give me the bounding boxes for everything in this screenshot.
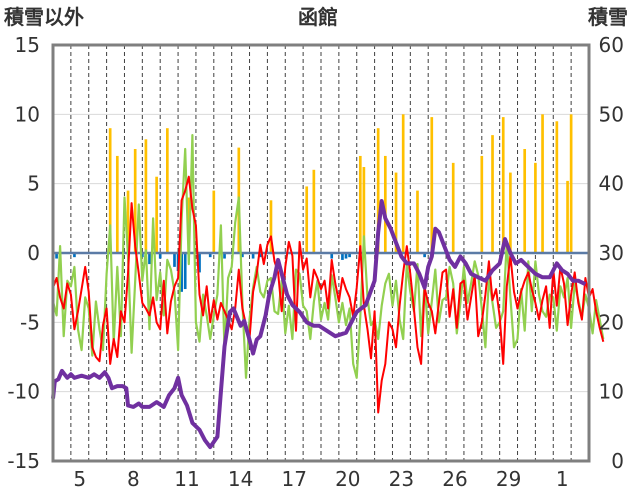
precip-bar: [555, 121, 559, 254]
x-tick-label: 17: [281, 467, 306, 491]
precip-bar: [158, 253, 162, 259]
left-tick-label: 15: [15, 33, 40, 57]
left-tick-label: 10: [15, 102, 40, 126]
left-tick-label: 5: [27, 172, 40, 196]
right-tick-label: 60: [599, 33, 624, 57]
precip-bar: [198, 253, 201, 273]
gridlines: [53, 45, 589, 461]
precip-bar: [423, 253, 426, 258]
left-tick-label: -5: [20, 310, 40, 334]
precip-bar: [55, 253, 58, 259]
precip-bar: [430, 117, 434, 254]
precip-bar: [144, 139, 148, 253]
left-axis-ticks: -15 -10 -5 0 5 10 15: [7, 33, 40, 473]
precip-bar: [208, 253, 212, 258]
right-tick-label: 0: [611, 449, 624, 473]
series-lines: [51, 134, 605, 450]
right-tick-label: 50: [599, 102, 624, 126]
precip-bar: [312, 169, 316, 253]
precip-bar: [180, 253, 183, 292]
precip-bar: [173, 253, 176, 267]
precipitation-bars: [55, 114, 591, 292]
left-tick-label: -15: [7, 449, 40, 473]
right-axis-ticks: 0 10 20 30 40 50 60: [599, 33, 624, 473]
left-tick-label: -10: [7, 380, 40, 404]
x-tick-label: 20: [335, 467, 360, 491]
precip-bar: [362, 167, 366, 253]
precip-bar: [341, 253, 344, 260]
precip-bar: [451, 162, 455, 253]
precip-bar: [330, 253, 334, 259]
x-tick-label: 8: [127, 467, 140, 491]
left-axis-title: 積雪以外: [4, 5, 84, 29]
x-tick-label: 26: [442, 467, 467, 491]
x-tick-label: 11: [174, 467, 199, 491]
right-axis-title: 積雪: [588, 5, 628, 29]
precip-bar: [480, 155, 484, 253]
precip-bar: [258, 253, 262, 258]
right-tick-label: 10: [599, 380, 624, 404]
x-tick-label: 1: [556, 467, 569, 491]
x-axis-ticks: 5 8 11 14 17 20 23 26 29 1: [73, 467, 568, 491]
series-line-snow-depth: [51, 199, 587, 450]
right-tick-label: 40: [599, 172, 624, 196]
precip-bar: [509, 172, 512, 253]
precip-bar: [401, 114, 405, 253]
precip-bar: [541, 114, 544, 253]
precip-bar: [108, 128, 112, 253]
precip-bar: [155, 176, 158, 253]
precip-bar: [344, 253, 348, 259]
precip-bar: [251, 253, 255, 259]
precip-bar: [523, 149, 527, 253]
series-line-green: [51, 134, 605, 379]
precip-bar: [416, 190, 419, 253]
precip-bar: [569, 114, 573, 253]
x-tick-label: 5: [73, 467, 86, 491]
precip-bar: [305, 186, 309, 253]
precip-bar: [140, 253, 144, 258]
precip-bar: [241, 253, 244, 258]
x-tick-label: 14: [228, 467, 253, 491]
chart-title: 函館: [298, 5, 338, 29]
x-tick-label: 29: [496, 467, 521, 491]
precip-bar: [183, 253, 187, 290]
precip-bar: [358, 155, 362, 253]
precip-bar: [348, 253, 351, 258]
left-tick-label: 0: [27, 241, 40, 265]
precip-bar: [115, 155, 119, 253]
precip-bar: [148, 253, 151, 265]
precip-bar: [376, 128, 380, 253]
right-tick-label: 20: [599, 310, 624, 334]
precip-bar: [534, 162, 537, 253]
precip-bar: [566, 180, 569, 253]
precip-bar: [133, 149, 137, 253]
x-tick-label: 23: [389, 467, 414, 491]
series-line-red: [52, 175, 605, 414]
plot-frame: [51, 43, 591, 463]
precip-bar: [383, 155, 387, 253]
precip-bar: [223, 253, 226, 259]
precip-bar: [212, 190, 216, 253]
precip-bar: [126, 190, 130, 253]
precip-bar: [166, 128, 169, 253]
precip-bar: [491, 135, 494, 253]
precip-bar: [73, 253, 76, 258]
right-tick-label: 30: [599, 241, 624, 265]
precip-bar: [394, 172, 398, 253]
precip-bar: [269, 200, 273, 253]
precip-bar: [501, 117, 505, 254]
